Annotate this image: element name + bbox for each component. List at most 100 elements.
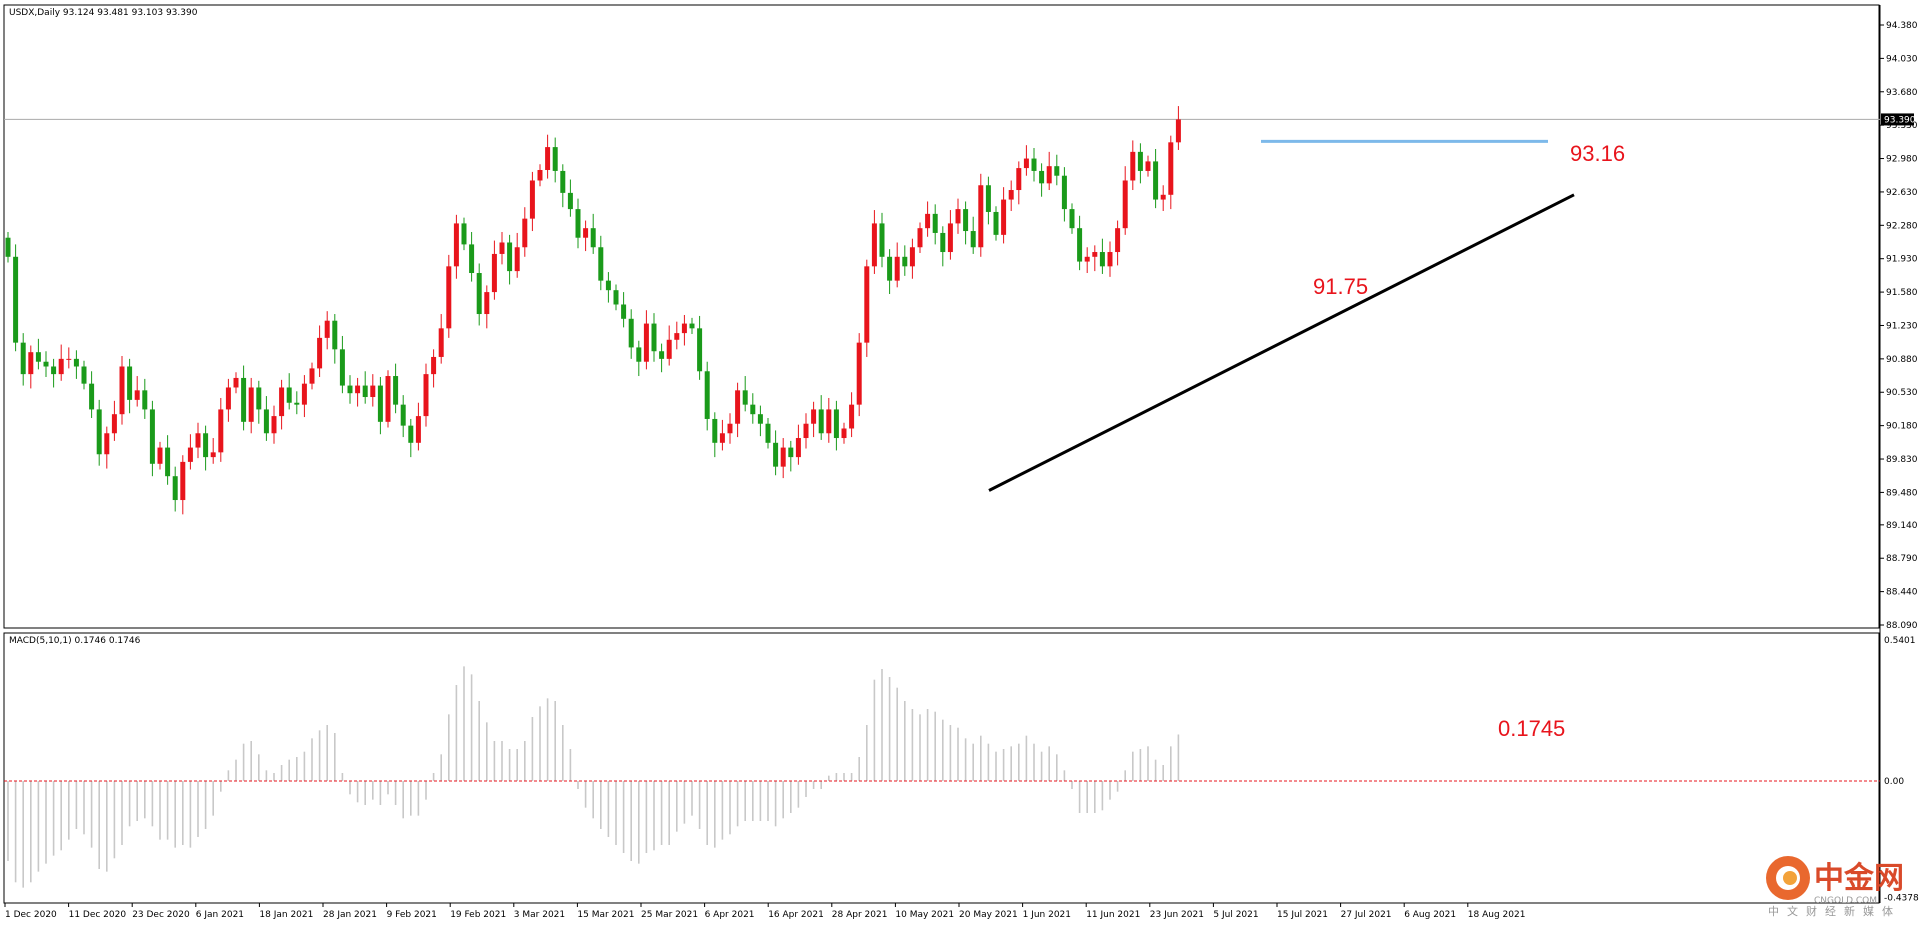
candle bbox=[666, 325, 672, 366]
candle bbox=[415, 402, 421, 451]
time-tick-label: 3 Mar 2021 bbox=[514, 910, 565, 920]
candle bbox=[263, 396, 269, 441]
price-tick-label: 92.980 bbox=[1886, 155, 1918, 165]
candle bbox=[659, 343, 665, 373]
candle bbox=[286, 373, 292, 410]
candle bbox=[811, 401, 817, 438]
candle bbox=[370, 374, 376, 407]
time-tick-label: 27 Jul 2021 bbox=[1341, 910, 1392, 920]
time-tick-label: 28 Apr 2021 bbox=[832, 910, 888, 920]
candle bbox=[735, 382, 741, 438]
candle bbox=[210, 438, 216, 464]
candle bbox=[583, 220, 589, 252]
support-annotation: 91.75 bbox=[1313, 274, 1368, 299]
time-tick-label: 11 Dec 2020 bbox=[69, 910, 127, 920]
candle bbox=[689, 317, 695, 335]
candle bbox=[560, 164, 566, 208]
candle bbox=[567, 179, 573, 217]
candle bbox=[301, 375, 307, 418]
candle bbox=[134, 376, 140, 407]
candle bbox=[1069, 203, 1075, 234]
candle bbox=[393, 363, 399, 414]
candle bbox=[955, 198, 961, 234]
candle bbox=[347, 375, 353, 404]
candle bbox=[803, 413, 809, 449]
time-tick-label: 28 Jan 2021 bbox=[323, 910, 377, 920]
candle bbox=[856, 333, 862, 417]
price-tick-label: 88.090 bbox=[1886, 621, 1918, 631]
macd-label: MACD(5,10,1) 0.1746 0.1746 bbox=[9, 636, 141, 646]
time-tick-label: 1 Jun 2021 bbox=[1023, 910, 1071, 920]
time-tick-label: 19 Feb 2021 bbox=[450, 910, 506, 920]
time-tick-label: 6 Apr 2021 bbox=[705, 910, 755, 920]
candle bbox=[978, 173, 984, 257]
macd-axis: 0.5401 0.00 -0.4378 bbox=[1884, 636, 1919, 904]
candle bbox=[674, 321, 680, 350]
candle bbox=[643, 310, 649, 370]
candle bbox=[400, 395, 406, 438]
candle bbox=[362, 371, 368, 404]
candle bbox=[385, 370, 391, 428]
candle bbox=[317, 325, 323, 377]
candle bbox=[233, 372, 239, 394]
candle bbox=[826, 397, 832, 443]
candle bbox=[377, 376, 383, 435]
candle bbox=[795, 424, 801, 465]
candle bbox=[1130, 140, 1136, 191]
candle bbox=[765, 418, 771, 449]
candle bbox=[225, 378, 231, 422]
macd-annotation: 0.1745 bbox=[1498, 716, 1565, 741]
candle bbox=[5, 231, 11, 263]
candle bbox=[613, 284, 619, 311]
candle bbox=[963, 201, 969, 245]
candle bbox=[491, 240, 497, 300]
watermark: 中金网 CNGOLD.COM 中文财经新媒体 bbox=[1766, 856, 1904, 918]
time-tick-label: 16 Apr 2021 bbox=[768, 910, 824, 920]
symbol-header: USDX,Daily 93.124 93.481 93.103 93.390 bbox=[9, 8, 198, 18]
candle bbox=[1001, 187, 1007, 244]
candle bbox=[925, 201, 931, 237]
candle bbox=[1107, 241, 1113, 277]
candle bbox=[1016, 161, 1022, 205]
candle bbox=[1145, 155, 1151, 177]
candle bbox=[681, 314, 687, 346]
time-tick-label: 23 Dec 2020 bbox=[132, 910, 190, 920]
candle bbox=[96, 399, 102, 466]
candle bbox=[1077, 215, 1083, 271]
candle bbox=[43, 351, 49, 377]
candle bbox=[590, 213, 596, 254]
current-price-tag bbox=[1881, 113, 1914, 126]
time-axis: 1 Dec 2020 11 Dec 2020 23 Dec 2020 6 Jan 20… bbox=[4, 903, 1526, 920]
candle bbox=[1175, 106, 1181, 150]
candle bbox=[476, 263, 482, 326]
time-tick-label: 1 Dec 2020 bbox=[5, 910, 57, 920]
price-tick-label: 92.280 bbox=[1886, 221, 1918, 231]
candle bbox=[1008, 180, 1014, 212]
candle bbox=[172, 466, 178, 512]
candle bbox=[773, 430, 779, 476]
candle bbox=[89, 371, 95, 419]
candle bbox=[484, 285, 490, 329]
candle bbox=[598, 235, 604, 291]
candle bbox=[833, 400, 839, 451]
candle bbox=[712, 412, 718, 458]
candle bbox=[165, 435, 171, 485]
candle bbox=[355, 377, 361, 407]
price-tick-label: 90.180 bbox=[1886, 422, 1918, 432]
time-tick-label: 18 Aug 2021 bbox=[1468, 910, 1526, 920]
time-tick-label: 10 May 2021 bbox=[895, 910, 954, 920]
price-tick-label: 94.030 bbox=[1886, 54, 1918, 64]
support-trendline bbox=[988, 193, 1575, 492]
candle bbox=[104, 426, 110, 469]
candle bbox=[1099, 238, 1105, 274]
candle bbox=[757, 405, 763, 437]
candle bbox=[279, 379, 285, 430]
candle bbox=[339, 335, 345, 394]
macd-histogram bbox=[7, 666, 1180, 888]
candle bbox=[545, 134, 551, 179]
time-tick-label: 20 May 2021 bbox=[959, 910, 1018, 920]
candle bbox=[750, 393, 756, 424]
candle bbox=[871, 210, 877, 274]
candle bbox=[621, 292, 627, 328]
